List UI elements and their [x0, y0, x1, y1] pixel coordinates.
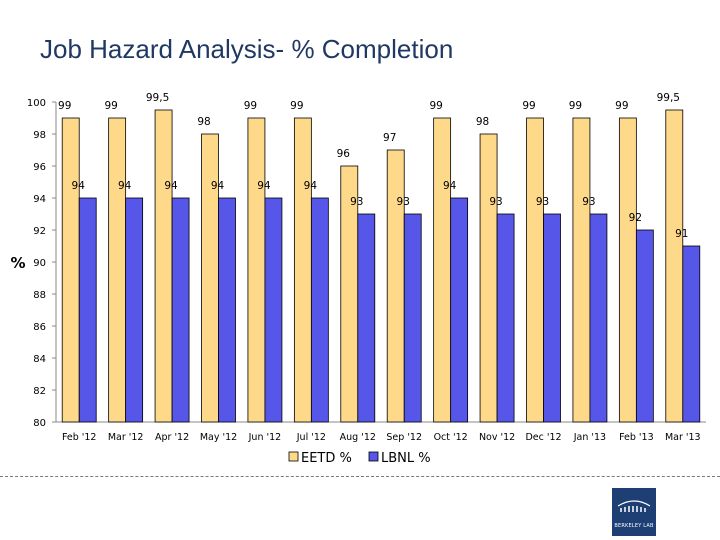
bar-lbnl	[125, 197, 144, 423]
y-tick-label: 82	[33, 386, 46, 397]
data-label-lbnl: 93	[582, 196, 595, 208]
bar-lbnl	[357, 213, 376, 423]
bar-chart: 80 82 84 86 88 90 92 94 96 98 100% Feb '12 99 94 Mar '…	[10, 92, 706, 466]
data-label-eetd: 98	[476, 116, 489, 128]
x-tick-label: Feb '12	[62, 432, 97, 443]
x-tick-label: Feb '13	[619, 432, 654, 443]
bar-eetd	[618, 117, 637, 423]
data-label-eetd: 99	[104, 100, 117, 112]
chart-title: Job Hazard Analysis- % Completion	[40, 34, 454, 64]
bar-eetd	[386, 149, 405, 423]
bar-eetd	[154, 109, 173, 423]
x-tick-label: Mar '12	[108, 432, 144, 443]
bar-lbnl	[635, 229, 654, 423]
data-label-eetd: 99	[58, 100, 71, 112]
berkeley-lab-logo: BERKELEY LAB	[612, 488, 656, 536]
x-tick-label: Jan '13	[573, 432, 606, 443]
data-label-lbnl: 93	[397, 196, 410, 208]
data-label-lbnl: 92	[629, 212, 642, 224]
legend-label-lbnl: LBNL %	[381, 451, 431, 466]
x-tick-label: Mar '13	[665, 432, 701, 443]
bar-lbnl	[264, 197, 283, 423]
x-tick-label: Jun '12	[248, 432, 282, 443]
data-label-eetd: 99	[290, 100, 303, 112]
data-label-eetd: 99,5	[146, 92, 169, 104]
y-tick-label: 94	[33, 194, 46, 205]
bar-lbnl	[496, 213, 515, 423]
data-label-lbnl: 94	[72, 180, 86, 192]
bar-lbnl	[589, 213, 608, 423]
y-tick-label: 88	[33, 290, 46, 301]
y-tick-label: 98	[33, 130, 46, 141]
data-label-eetd: 99	[429, 100, 442, 112]
data-label-eetd: 98	[197, 116, 210, 128]
bar-eetd	[479, 133, 498, 423]
data-label-eetd: 99	[244, 100, 257, 112]
legend-swatch-lbnl	[368, 451, 379, 462]
x-tick-label: Sep '12	[386, 432, 422, 443]
legend-label-eetd: EETD %	[301, 451, 352, 466]
y-axis-label: %	[10, 254, 25, 272]
data-label-lbnl: 91	[675, 228, 688, 240]
data-label-lbnl: 94	[118, 180, 132, 192]
data-label-lbnl: 93	[489, 196, 502, 208]
y-tick-label: 92	[33, 226, 46, 237]
y-tick-label: 84	[33, 354, 46, 365]
bar-lbnl	[450, 197, 469, 423]
x-tick-label: Nov '12	[479, 432, 515, 443]
y-tick-label: 80	[33, 418, 46, 429]
x-tick-label: Apr '12	[155, 432, 189, 443]
bar-lbnl	[78, 197, 97, 423]
bar-eetd	[665, 109, 684, 423]
x-tick-label: Aug '12	[340, 432, 376, 443]
data-label-lbnl: 94	[211, 180, 225, 192]
data-label-eetd: 99	[522, 100, 535, 112]
data-label-lbnl: 93	[536, 196, 549, 208]
x-tick-label: May '12	[200, 432, 237, 443]
y-tick-label: 96	[33, 162, 46, 173]
x-tick-label: Dec '12	[525, 432, 561, 443]
y-tick-label: 86	[33, 322, 46, 333]
bar-lbnl	[403, 213, 422, 423]
bar-eetd	[108, 117, 127, 423]
logo-text: BERKELEY LAB	[614, 523, 654, 529]
legend-swatch-eetd	[288, 451, 299, 462]
data-label-eetd: 97	[383, 132, 396, 144]
data-label-lbnl: 93	[350, 196, 363, 208]
bar-eetd	[433, 117, 452, 423]
data-label-eetd: 99	[569, 100, 582, 112]
data-label-lbnl: 94	[257, 180, 271, 192]
bar-lbnl	[218, 197, 236, 423]
bar-lbnl	[543, 213, 561, 423]
bar-eetd	[61, 117, 80, 423]
bar-eetd	[293, 117, 312, 423]
data-label-lbnl: 94	[443, 180, 457, 192]
logo-graphic-icon	[617, 500, 651, 512]
bar-eetd	[526, 117, 544, 423]
data-label-lbnl: 94	[304, 180, 318, 192]
data-label-eetd: 99	[615, 100, 628, 112]
data-label-eetd: 99,5	[657, 92, 680, 104]
y-tick-label: 100	[27, 98, 46, 109]
bar-lbnl	[310, 197, 329, 423]
bar-eetd	[201, 133, 219, 423]
y-tick-label: 90	[33, 258, 46, 269]
bar-lbnl	[171, 197, 190, 423]
data-label-eetd: 96	[337, 148, 351, 160]
data-label-lbnl: 94	[164, 180, 178, 192]
bar-eetd	[247, 117, 266, 423]
x-tick-label: Jul '12	[296, 432, 326, 443]
bar-lbnl	[682, 245, 701, 423]
footer-divider	[0, 476, 720, 477]
x-tick-label: Oct '12	[434, 432, 468, 443]
bar-eetd	[572, 117, 591, 423]
